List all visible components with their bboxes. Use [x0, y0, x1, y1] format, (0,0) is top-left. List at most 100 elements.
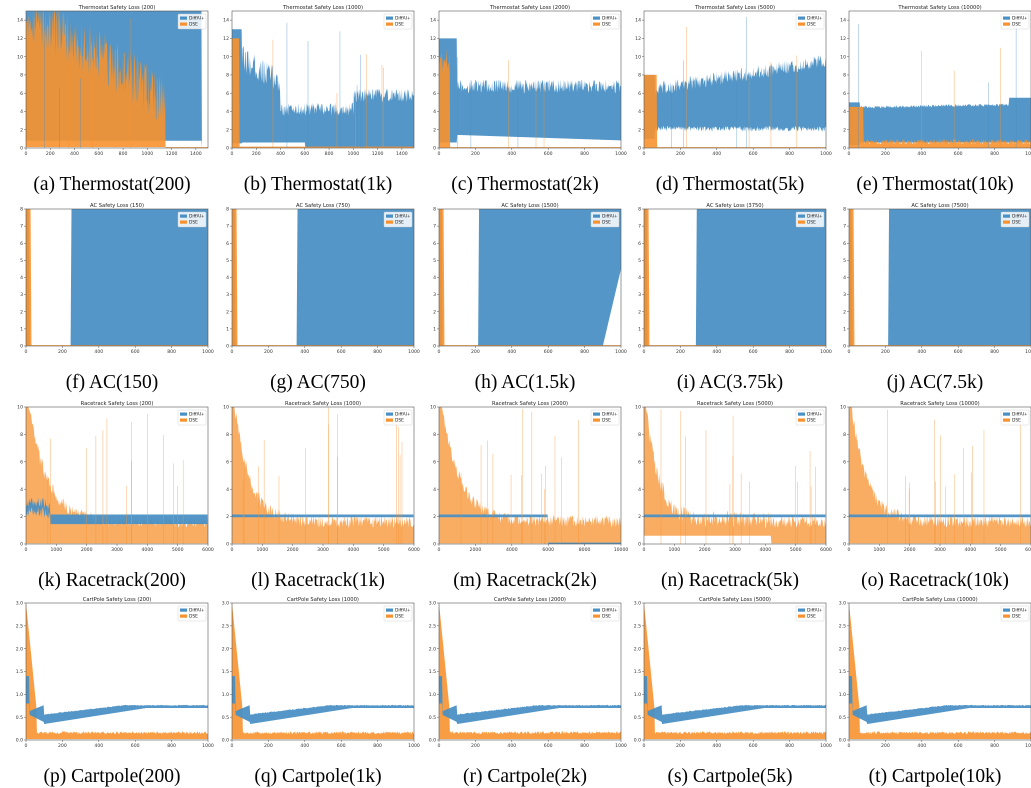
- legend-swatch-dse: [386, 418, 393, 422]
- panel-caption: (r) Cartpole(2k): [463, 766, 587, 787]
- y-tick-label: 8: [226, 73, 229, 79]
- legend-label-diffai: DiffAI+: [395, 608, 411, 614]
- y-tick-label: 4: [20, 275, 23, 281]
- y-tick-label: 2: [20, 514, 23, 520]
- panel-caption: (p) Cartpole(200): [43, 766, 181, 787]
- x-tick-label: 600: [94, 151, 103, 157]
- y-tick-label: 2.0: [16, 646, 23, 652]
- legend-swatch-dse: [593, 614, 600, 618]
- plot-area: [849, 407, 1031, 544]
- x-tick-label: 3000: [111, 547, 123, 553]
- y-tick-label: 0: [433, 542, 436, 548]
- panel-caption: (j) AC(7.5k): [886, 372, 984, 393]
- x-tick-label: 1000: [347, 151, 359, 157]
- chart-panel: AC Safety Loss (1500) 0 200 400 600 800 1000 0 1…: [425, 202, 627, 393]
- chart-title: AC Safety Loss (3750): [706, 203, 763, 209]
- y-tick-label: 14: [223, 18, 229, 24]
- chart-svg: CartPole Safety Loss (2000) 0 200 400 600 800…: [429, 597, 627, 749]
- x-tick-label: 200: [676, 349, 685, 355]
- chart-panel: Thermostat Safety Loss (10000) 0 200 400 600…: [835, 4, 1031, 195]
- plot-area: [439, 603, 621, 740]
- x-tick-label: 400: [917, 151, 926, 157]
- legend-swatch-dse: [798, 220, 805, 224]
- y-tick-label: 8: [20, 207, 23, 213]
- y-tick-label: 1: [433, 326, 436, 332]
- x-tick-label: 200: [676, 743, 685, 749]
- chart-panel: CartPole Safety Loss (5000) 0 200 400 600 800…: [630, 596, 832, 787]
- chart-svg: AC Safety Loss (150) 0 200 400 600 800 1000 0 1 2…: [20, 203, 214, 355]
- series-diffai-band: [644, 209, 826, 346]
- legend-label-dse: DSE: [807, 220, 816, 226]
- y-tick-label: 2: [843, 514, 846, 520]
- legend-swatch-dse: [180, 614, 187, 618]
- legend-label-dse: DSE: [602, 220, 611, 226]
- x-tick-label: 800: [119, 151, 128, 157]
- series-diffai-band: [232, 676, 414, 725]
- y-tick-label: 4: [638, 109, 641, 115]
- y-tick-label: 2.5: [634, 623, 641, 629]
- x-tick-label: 1000: [202, 743, 214, 749]
- y-tick-label: 1.0: [839, 692, 846, 698]
- x-tick-label: 0: [848, 349, 851, 355]
- series-diffai-band: [849, 97, 1031, 146]
- legend-swatch-diffai: [180, 214, 187, 218]
- y-tick-label: 1: [843, 326, 846, 332]
- legend-label-dse: DSE: [395, 22, 404, 28]
- legend: DiffAI+DSE: [1000, 13, 1030, 30]
- x-tick-label: 0: [25, 743, 28, 749]
- x-tick-label: 400: [507, 151, 516, 157]
- chart-panel: Racetrack Safety Loss (10000) 0 1000 2000 30…: [835, 400, 1031, 591]
- x-tick-label: 0: [438, 743, 441, 749]
- y-tick-label: 5: [226, 258, 229, 264]
- legend-swatch-dse: [593, 220, 600, 224]
- x-tick-label: 600: [337, 743, 346, 749]
- legend-swatch-dse: [386, 22, 393, 26]
- chart-panel: Thermostat Safety Loss (5000) 0 200 400 600 8…: [630, 4, 832, 195]
- x-tick-label: 600: [749, 151, 758, 157]
- chart-title: Racetrack Safety Loss (200): [81, 401, 154, 407]
- y-tick-label: 0.5: [634, 715, 641, 721]
- plot-area: [26, 407, 208, 544]
- chart-svg: CartPole Safety Loss (1000) 0 200 400 600 800…: [222, 597, 420, 749]
- x-tick-label: 6000: [542, 547, 554, 553]
- panel-caption: (g) AC(750): [270, 372, 366, 393]
- legend: DiffAI+DSE: [1000, 605, 1030, 622]
- y-tick-label: 0: [226, 542, 229, 548]
- y-tick-label: 10: [17, 54, 23, 60]
- panel-caption: (o) Racetrack(10k): [861, 570, 1009, 591]
- chart-panel: CartPole Safety Loss (2000) 0 200 400 600 800…: [425, 596, 627, 787]
- y-tick-label: 12: [17, 36, 23, 42]
- y-tick-label: 6: [433, 241, 436, 247]
- y-tick-label: 0: [843, 542, 846, 548]
- y-tick-label: 2: [433, 514, 436, 520]
- chart-svg: AC Safety Loss (7500) 0 200 400 600 800 1000 0 1…: [843, 203, 1031, 355]
- y-tick-label: 3.0: [634, 601, 641, 607]
- axes-frame: [231, 10, 415, 149]
- legend: DiffAI+DSE: [177, 211, 207, 228]
- x-tick-label: 200: [471, 743, 480, 749]
- x-tick-label: 4000: [506, 547, 518, 553]
- chart-panel: Racetrack Safety Loss (2000) 0 2000 4000 600…: [425, 400, 628, 591]
- x-tick-label: 1000: [50, 547, 62, 553]
- x-tick-label: 0: [231, 547, 234, 553]
- chart-svg: Racetrack Safety Loss (2000) 0 2000 4000 600…: [430, 401, 628, 553]
- plot-area: [232, 209, 414, 346]
- x-tick-label: 200: [676, 151, 685, 157]
- y-tick-label: 10: [17, 405, 23, 411]
- y-tick-label: 1.5: [16, 669, 23, 675]
- plot-area: [439, 407, 621, 544]
- y-tick-label: 2: [638, 309, 641, 315]
- y-tick-label: 8: [638, 432, 641, 438]
- y-tick-label: 6: [638, 459, 641, 465]
- x-tick-label: 800: [580, 151, 589, 157]
- y-tick-label: 1.0: [222, 692, 229, 698]
- legend-label-dse: DSE: [1012, 614, 1021, 620]
- x-tick-label: 400: [300, 743, 309, 749]
- legend-label-diffai: DiffAI+: [1012, 16, 1028, 22]
- x-tick-label: 0: [231, 743, 234, 749]
- y-tick-label: 7: [226, 224, 229, 230]
- legend-label-diffai: DiffAI+: [807, 608, 823, 614]
- x-tick-label: 400: [507, 743, 516, 749]
- y-tick-label: 2: [433, 309, 436, 315]
- y-tick-label: 10: [840, 405, 846, 411]
